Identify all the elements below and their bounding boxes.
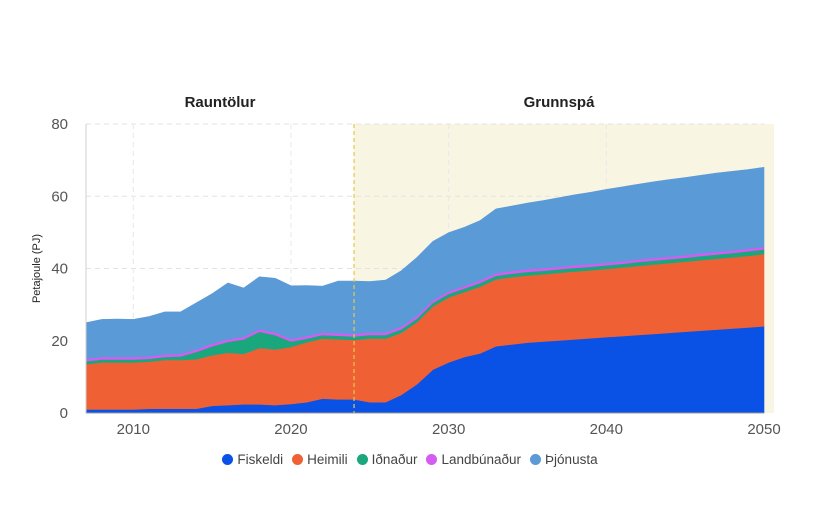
legend-item-þjónusta[interactable]: Þjónusta (530, 452, 598, 467)
legend-label: Fiskeldi (237, 452, 284, 467)
x-tick-label: 2030 (432, 421, 465, 438)
y-axis-label: Petajoule (PJ) (31, 234, 43, 303)
legend-item-heimili[interactable]: Heimili (292, 452, 348, 467)
y-tick-label: 80 (51, 116, 68, 133)
legend-item-landbúnaður[interactable]: Landbúnaður (426, 452, 521, 467)
x-tick-label: 2020 (274, 421, 307, 438)
period-labels: Rauntölur Grunnspá (185, 94, 595, 111)
legend-label: Heimili (307, 452, 348, 467)
area-þjónusta (85, 166, 765, 360)
y-tick-label: 0 (60, 405, 68, 422)
legend-swatch (292, 454, 304, 465)
y-tick-label: 60 (51, 188, 68, 205)
x-tick-label: 2040 (590, 421, 623, 438)
legend-label: Iðnaður (371, 452, 418, 467)
legend-item-iðnaður[interactable]: Iðnaður (356, 452, 418, 467)
y-tick-label: 20 (51, 333, 68, 350)
x-tick-label: 2050 (747, 421, 780, 438)
x-tick-label: 2010 (117, 421, 150, 438)
legend: Fiskeldi Heimili Iðnaður Landbúnaður Þjónust… (0, 452, 820, 467)
legend-label: Landbúnaður (441, 452, 522, 467)
legend-swatch (356, 454, 368, 465)
legend-swatch (426, 454, 438, 465)
area-series (85, 166, 765, 414)
y-tick-label: 40 (51, 261, 68, 278)
legend-label: Þjónusta (545, 452, 598, 467)
legend-item-fiskeldi[interactable]: Fiskeldi (222, 452, 283, 467)
period-label: Grunnspá (524, 94, 595, 111)
period-label: Rauntölur (185, 94, 256, 111)
legend-swatch (530, 454, 542, 465)
legend-swatch (222, 454, 234, 465)
